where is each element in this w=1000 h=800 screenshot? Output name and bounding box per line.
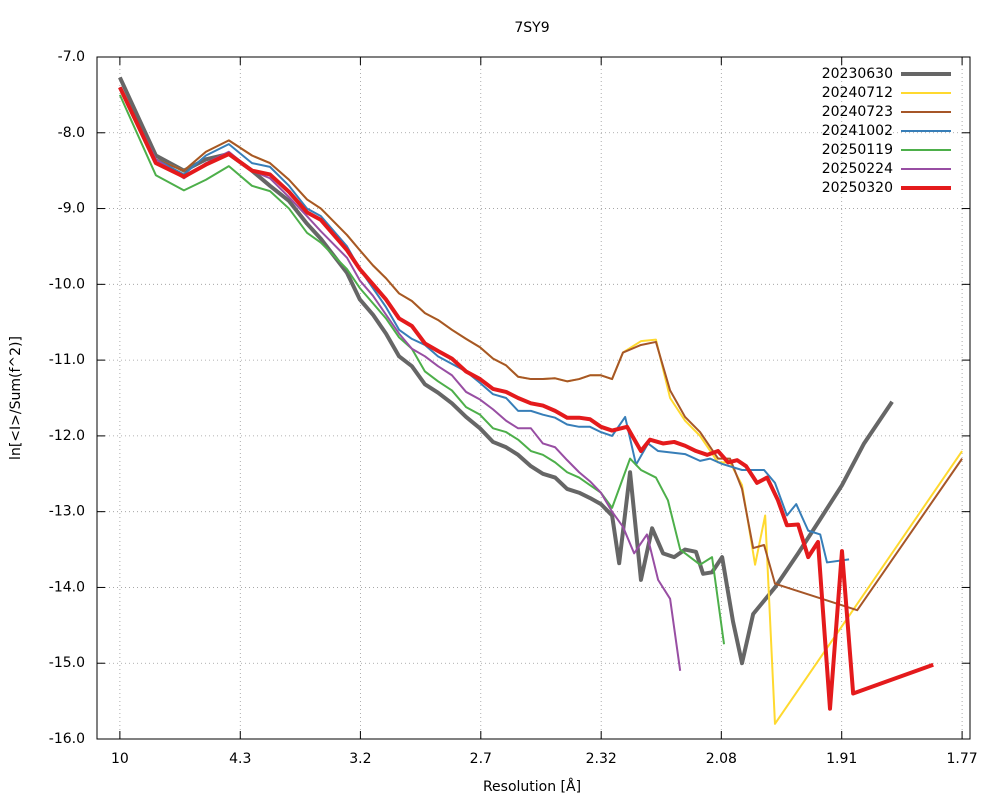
series-line [118, 86, 850, 564]
x-axis-label: Resolution [Å] [483, 778, 581, 795]
x-tick-label: 3.2 [349, 751, 371, 767]
series-line [118, 86, 963, 612]
y-tick-label: -9.0 [58, 201, 85, 217]
x-tick-label: 1.77 [947, 751, 978, 767]
y-tick-label: -12.0 [49, 428, 85, 444]
legend-label: 20250119 [822, 142, 893, 158]
legend-label: 20250224 [822, 161, 893, 177]
y-tick-label: -14.0 [49, 579, 85, 595]
legend-label: 20241002 [822, 123, 893, 139]
x-tick-label: 1.91 [826, 751, 857, 767]
y-axis-label: ln[<I>/Sum(f^2)] [8, 336, 24, 460]
y-tick-label: -13.0 [49, 504, 85, 520]
series-line [118, 86, 682, 671]
plot-frame [96, 56, 971, 740]
legend-label: 20240723 [822, 104, 893, 120]
series-line [118, 76, 894, 666]
x-tick-label: 4.3 [229, 751, 251, 767]
y-tick-label: -10.0 [49, 276, 85, 292]
y-tick-label: -16.0 [49, 731, 85, 747]
y-tick-label: -8.0 [58, 125, 85, 141]
series-line [118, 86, 934, 711]
chart-title: 7SY9 [514, 20, 549, 36]
y-tick-label: -7.0 [58, 49, 85, 65]
legend-label: 20240712 [822, 85, 893, 101]
x-tick-label: 2.08 [706, 751, 737, 767]
y-tick-label: -15.0 [49, 655, 85, 671]
x-tick-label: 10 [111, 751, 129, 767]
series-line [118, 94, 726, 645]
x-tick-label: 2.32 [586, 751, 617, 767]
legend-label: 20250320 [822, 180, 893, 196]
legend-label: 20230630 [822, 66, 893, 82]
y-tick-label: -11.0 [49, 352, 85, 368]
x-tick-label: 2.7 [470, 751, 492, 767]
